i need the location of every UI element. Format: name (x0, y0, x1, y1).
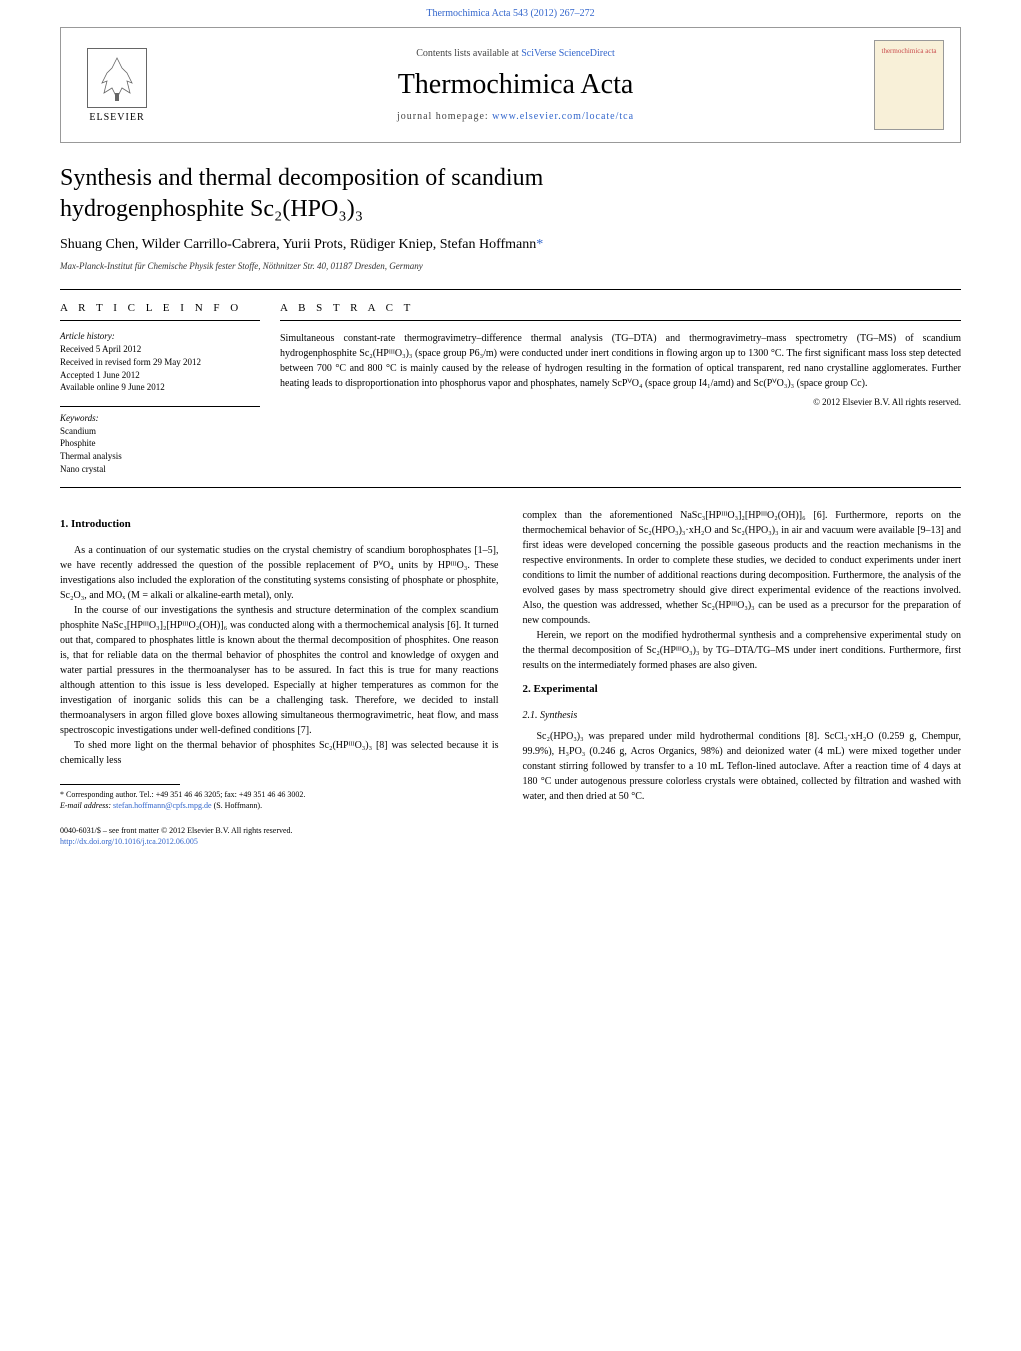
doi-link[interactable]: http://dx.doi.org/10.1016/j.tca.2012.06.… (60, 837, 198, 846)
footnote-separator (60, 784, 180, 785)
title-line-2: hydrogenphosphite Sc₂(HPO₃)₃ (60, 196, 363, 222)
divider-bottom (60, 487, 961, 488)
article-info-block: a r t i c l e i n f o Article history: R… (60, 302, 280, 475)
abstract-block: a b s t r a c t Simultaneous constant-ra… (280, 302, 961, 475)
contents-available-line: Contents lists available at SciVerse Sci… (157, 48, 874, 59)
col2-para-1: complex than the aforementioned NaSc₃[HP… (523, 508, 962, 628)
abstract-copyright: © 2012 Elsevier B.V. All rights reserved… (280, 397, 961, 407)
article-info-heading: a r t i c l e i n f o (60, 302, 260, 321)
elsevier-logo: ELSEVIER (77, 40, 157, 130)
intro-para-1: As a continuation of our systematic stud… (60, 543, 499, 603)
experimental-heading: 2. Experimental (523, 681, 962, 698)
body-columns: 1. Introduction As a continuation of our… (60, 508, 961, 811)
abstract-text: Simultaneous constant-rate thermogravime… (280, 331, 961, 391)
journal-citation-top: Thermochimica Acta 543 (2012) 267–272 (0, 0, 1021, 23)
elsevier-tree-icon (87, 48, 147, 108)
intro-para-2: In the course of our investigations the … (60, 603, 499, 738)
header-center: Contents lists available at SciVerse Sci… (157, 48, 874, 122)
elsevier-label: ELSEVIER (89, 112, 144, 123)
right-column: complex than the aforementioned NaSc₃[HP… (523, 508, 962, 811)
email-line: E-mail address: stefan.hoffmann@cpfs.mpg… (60, 800, 499, 811)
keyword-3: Thermal analysis (60, 450, 260, 463)
corresponding-author-mark: * (536, 237, 543, 252)
homepage-link[interactable]: www.elsevier.com/locate/tca (492, 111, 634, 122)
title-line-1: Synthesis and thermal decomposition of s… (60, 165, 543, 191)
article-title: Synthesis and thermal decomposition of s… (60, 163, 961, 225)
revised-date: Received in revised form 29 May 2012 (60, 356, 260, 369)
issn-line: 0040-6031/$ – see front matter © 2012 El… (60, 825, 961, 836)
intro-para-3: To shed more light on the thermal behavi… (60, 738, 499, 768)
corr-author-line: * Corresponding author. Tel.: +49 351 46… (60, 789, 499, 800)
email-link[interactable]: stefan.hoffmann@cpfs.mpg.de (113, 801, 212, 810)
left-column: 1. Introduction As a continuation of our… (60, 508, 499, 811)
journal-title: Thermochimica Acta (157, 69, 874, 101)
keywords-block: Keywords: Scandium Phosphite Thermal ana… (60, 406, 260, 475)
author-list: Shuang Chen, Wilder Carrillo-Cabrera, Yu… (60, 237, 961, 253)
journal-homepage-line: journal homepage: www.elsevier.com/locat… (157, 111, 874, 122)
synthesis-para-1: Sc₂(HPO₃)₃ was prepared under mild hydro… (523, 729, 962, 804)
history-label: Article history: (60, 331, 260, 341)
synthesis-heading: 2.1. Synthesis (523, 708, 962, 723)
keyword-2: Phosphite (60, 437, 260, 450)
journal-cover-thumbnail: thermochimica acta (874, 40, 944, 130)
journal-header: ELSEVIER Contents lists available at Sci… (60, 27, 961, 143)
online-date: Available online 9 June 2012 (60, 381, 260, 394)
email-label: E-mail address: (60, 801, 113, 810)
authors-text: Shuang Chen, Wilder Carrillo-Cabrera, Yu… (60, 237, 536, 252)
sciencedirect-link[interactable]: SciVerse ScienceDirect (521, 48, 615, 59)
contents-prefix: Contents lists available at (416, 48, 521, 59)
accepted-date: Accepted 1 June 2012 (60, 369, 260, 382)
abstract-heading: a b s t r a c t (280, 302, 961, 321)
homepage-prefix: journal homepage: (397, 111, 492, 122)
keyword-1: Scandium (60, 425, 260, 438)
keywords-label: Keywords: (60, 413, 260, 423)
corresponding-footnote: * Corresponding author. Tel.: +49 351 46… (60, 789, 499, 811)
bottom-meta: 0040-6031/$ – see front matter © 2012 El… (60, 825, 961, 847)
intro-heading: 1. Introduction (60, 516, 499, 533)
col2-para-2: Herein, we report on the modified hydrot… (523, 628, 962, 673)
keyword-4: Nano crystal (60, 463, 260, 476)
received-date: Received 5 April 2012 (60, 343, 260, 356)
info-abstract-row: a r t i c l e i n f o Article history: R… (60, 290, 961, 487)
affiliation: Max-Planck-Institut für Chemische Physik… (60, 261, 961, 271)
email-suffix: (S. Hoffmann). (212, 801, 263, 810)
